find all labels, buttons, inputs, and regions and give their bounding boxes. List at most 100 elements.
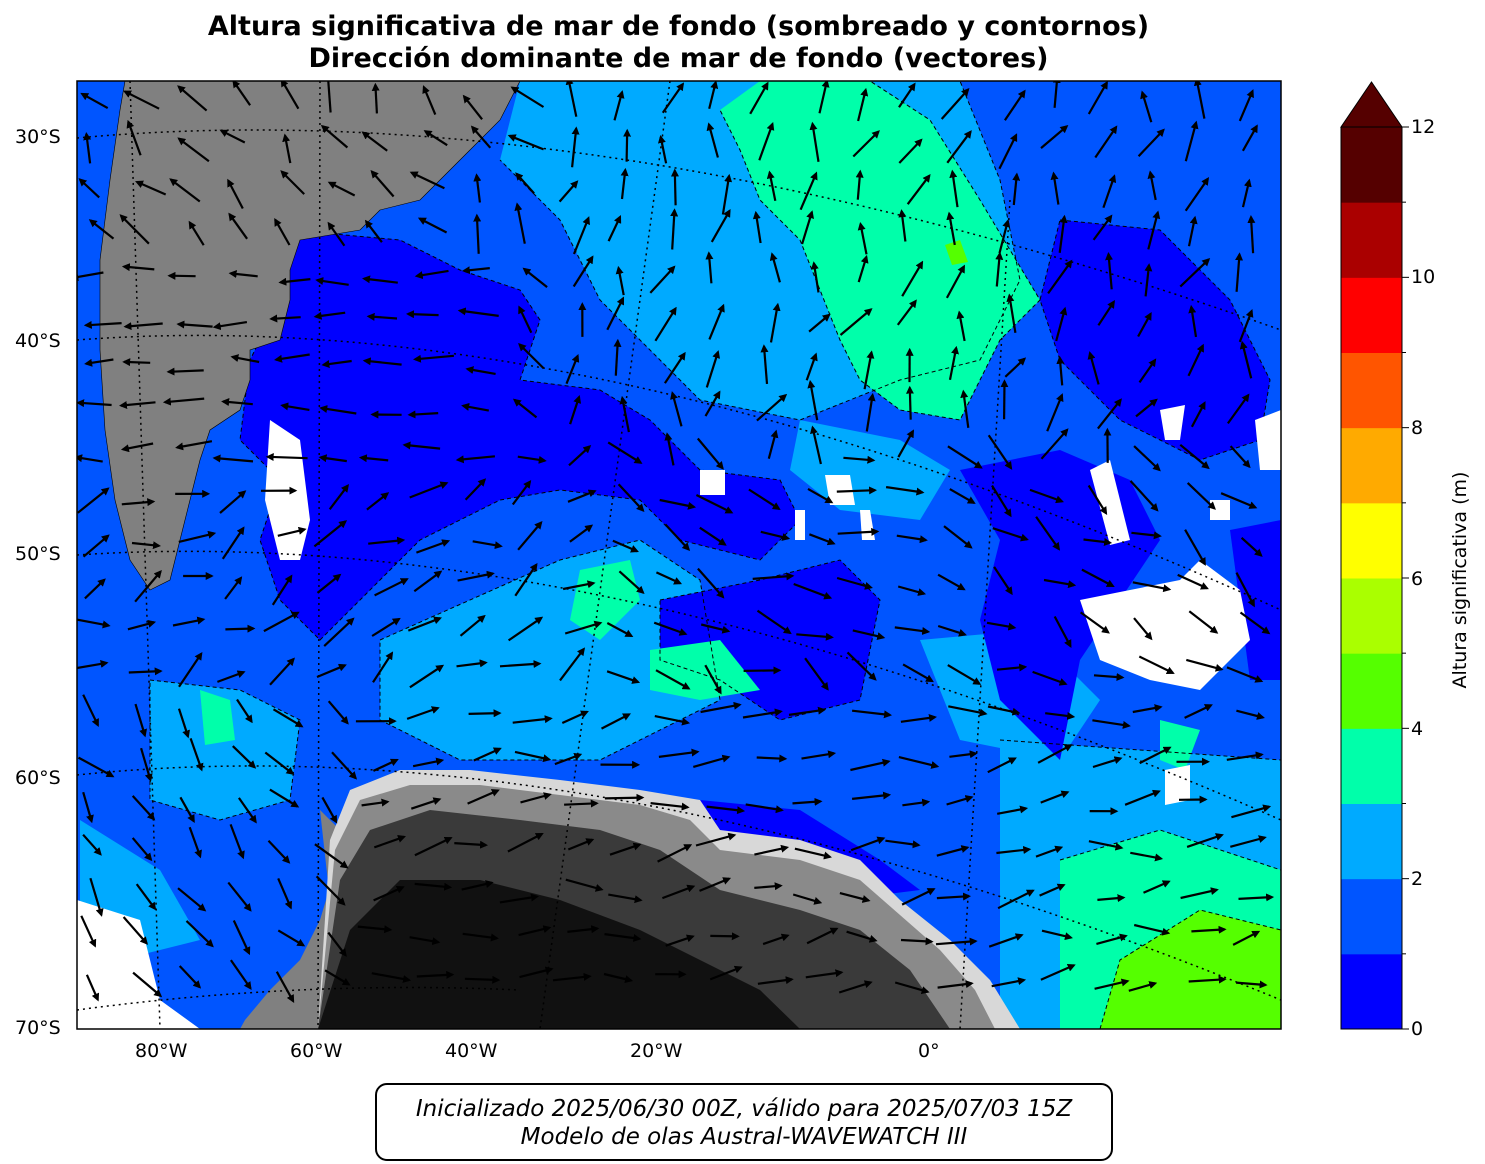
swell-vector <box>1191 925 1227 934</box>
swell-vector <box>1092 756 1123 769</box>
colorbar-segment <box>1341 352 1402 429</box>
swell-vector <box>514 202 526 244</box>
swell-vector <box>617 483 645 512</box>
swell-vector <box>1097 300 1115 326</box>
swell-vector <box>839 892 871 903</box>
swell-vector <box>121 498 156 507</box>
swell-vector <box>1055 306 1068 342</box>
swell-vector <box>178 965 202 989</box>
swell-vector <box>267 839 291 864</box>
swell-vector <box>993 566 1013 596</box>
swell-vector <box>569 524 594 543</box>
swell-vector <box>769 302 781 343</box>
swell-vector <box>1143 880 1171 894</box>
swell-vector <box>846 930 878 943</box>
swell-vector <box>1050 171 1060 205</box>
swell-vector <box>1177 573 1209 590</box>
swell-vector <box>565 878 604 892</box>
swell-vector <box>362 275 398 284</box>
swell-vector <box>606 670 641 684</box>
swell-vector <box>756 609 792 635</box>
swell-vector <box>857 221 868 255</box>
swell-vector <box>896 534 928 544</box>
swell-vector <box>1188 304 1198 338</box>
swell-vector <box>1083 538 1113 546</box>
swell-vector <box>134 703 148 738</box>
swell-vector <box>1105 252 1114 290</box>
swell-vector <box>1047 259 1073 295</box>
swell-vector <box>373 835 406 849</box>
swell-vector <box>1226 751 1264 761</box>
swell-vector <box>512 398 538 419</box>
swell-vector <box>188 826 202 859</box>
swell-vector <box>89 877 104 917</box>
swell-vector <box>462 94 483 120</box>
swell-vector <box>804 657 829 691</box>
swell-vector <box>127 619 157 631</box>
swell-vector <box>280 81 300 110</box>
swell-vector <box>82 694 99 728</box>
swell-vector <box>1088 840 1124 851</box>
swell-vector <box>756 393 788 422</box>
swell-vector <box>121 263 155 272</box>
swell-vector <box>372 651 394 683</box>
swell-vector <box>898 138 923 164</box>
swell-vector <box>609 842 642 856</box>
swell-vector <box>997 889 1035 910</box>
swell-vector <box>122 358 151 367</box>
swell-vector <box>623 128 632 162</box>
swell-vector <box>82 833 102 856</box>
swell-vector <box>1003 89 1026 121</box>
swell-vector <box>956 310 966 342</box>
swell-vector <box>1029 488 1064 504</box>
swell-vector <box>995 251 1004 287</box>
swell-vector <box>362 357 402 366</box>
swell-vector <box>409 936 441 946</box>
map-title-line1: Altura significativa de mar de fondo (so… <box>207 11 1150 42</box>
swell-vector <box>838 980 873 994</box>
swell-vector <box>1006 293 1017 333</box>
colorbar-tick-6: 6 <box>1411 568 1424 590</box>
swell-vector <box>865 392 876 432</box>
swell-vector <box>473 173 482 203</box>
swell-vector <box>792 893 823 905</box>
swell-vector <box>1135 398 1158 418</box>
swell-vector <box>219 490 247 514</box>
colorbar-segment <box>1341 578 1402 654</box>
no-data-patches <box>77 405 1281 1029</box>
swell-vector <box>416 539 451 554</box>
swell-vector <box>120 442 154 453</box>
swell-vector <box>565 81 578 117</box>
swell-vector <box>655 669 691 690</box>
swell-vector <box>85 974 100 1002</box>
lon-label-80w: 80°W <box>135 1040 188 1062</box>
swell-vector <box>370 169 395 198</box>
swell-vector <box>808 313 831 333</box>
swell-vector <box>1186 658 1224 672</box>
swell-vector <box>132 971 163 998</box>
swell-vector <box>316 573 342 594</box>
swell-vector <box>606 622 634 638</box>
swell-vector <box>507 832 544 853</box>
swell-vector <box>327 181 356 197</box>
swell-vector <box>564 620 603 635</box>
footer-line1: Inicializado 2025/06/30 00Z, válido para… <box>415 1096 1073 1122</box>
swell-vector <box>937 573 966 591</box>
swell-vector <box>185 920 214 948</box>
colorbar-tick-12: 12 <box>1411 116 1436 138</box>
swell-vector <box>906 174 931 205</box>
swell-vector <box>572 216 590 255</box>
swell-vector <box>699 526 727 546</box>
swell-vector <box>807 379 819 421</box>
swell-vector <box>936 845 970 857</box>
swell-vector <box>948 345 959 381</box>
swell-vector <box>807 487 834 504</box>
swell-vector <box>178 530 217 543</box>
swell-vector <box>407 616 442 632</box>
swell-vector <box>364 219 383 243</box>
swell-vector <box>1043 578 1077 589</box>
swell-vector <box>857 87 869 122</box>
swell-vector <box>1040 964 1076 981</box>
swell-vector <box>960 389 970 428</box>
swell-vector <box>473 213 482 254</box>
